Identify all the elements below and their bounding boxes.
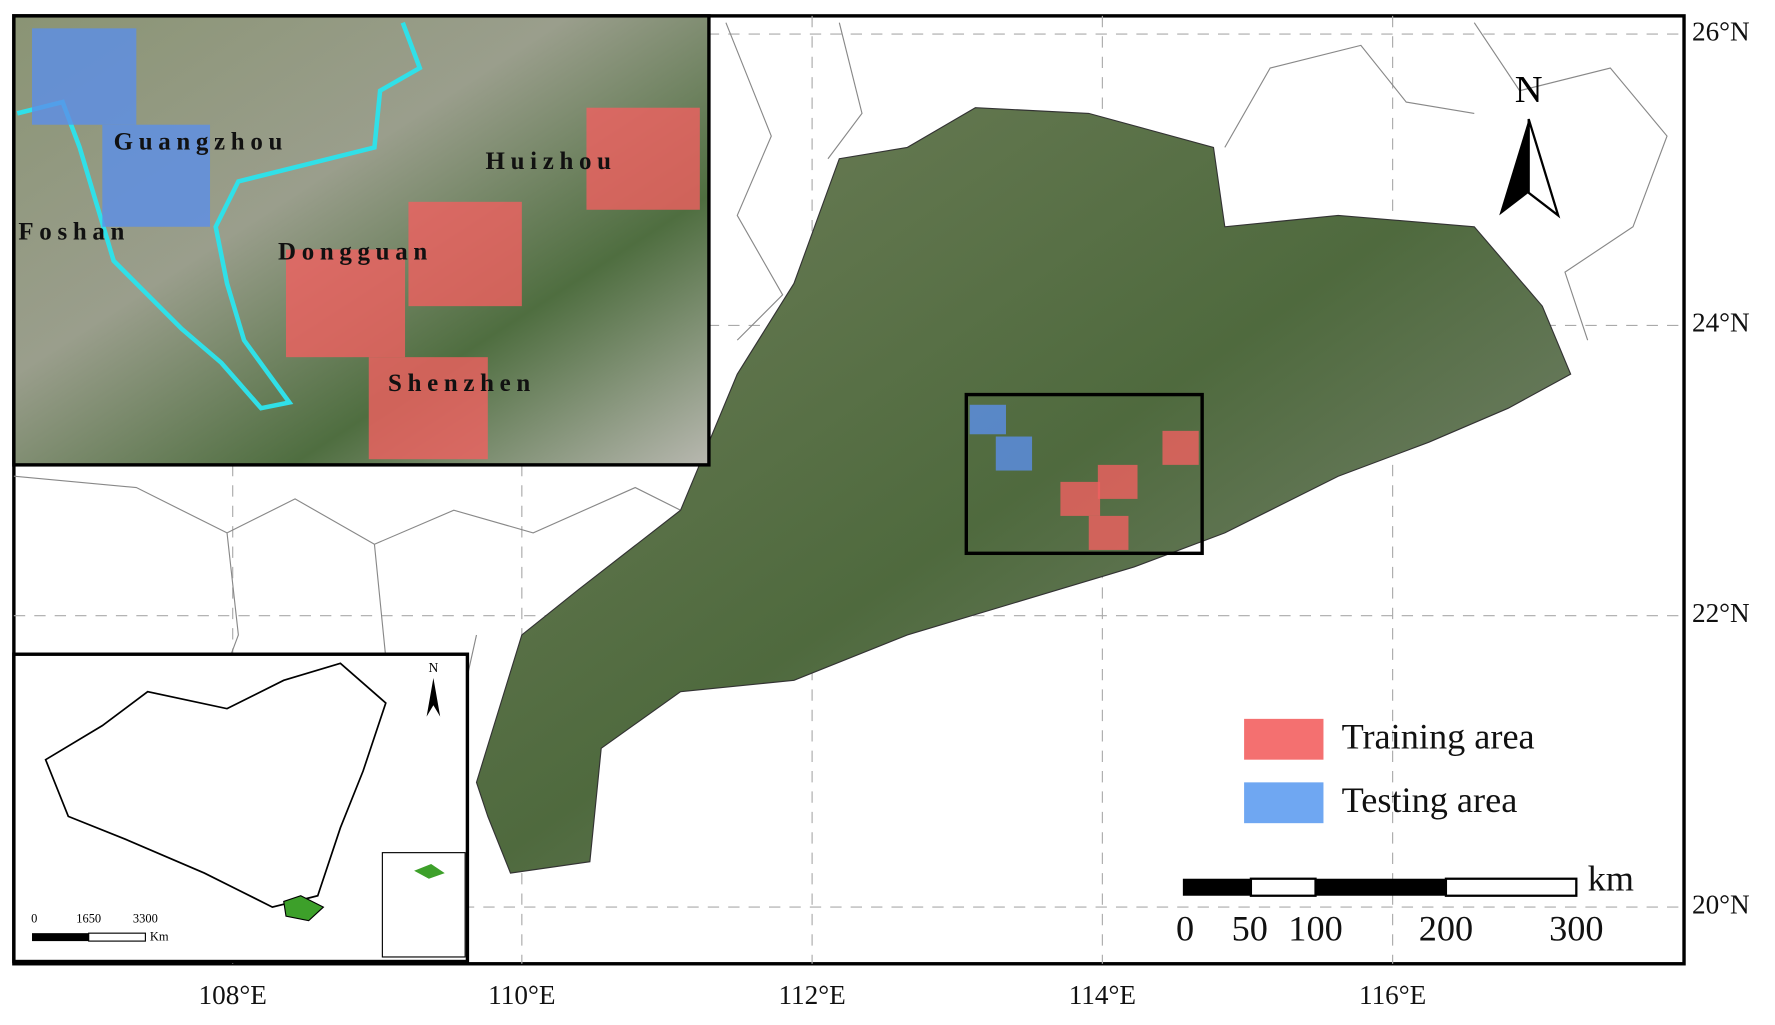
scale-label: 300 <box>1549 908 1603 948</box>
city-label: Huizhou <box>486 148 617 175</box>
lon-label: 108°E <box>199 980 267 1010</box>
china-outline <box>44 662 387 908</box>
testing-area <box>969 404 1006 435</box>
testing-area <box>32 28 137 125</box>
guangdong-highlight <box>283 895 325 922</box>
north-label: N <box>428 660 438 675</box>
scale-label: 3300 <box>133 911 158 925</box>
training-area <box>1060 481 1101 516</box>
scale-unit: km <box>1588 858 1634 898</box>
lon-label: 114°E <box>1069 980 1136 1010</box>
scale-bar <box>1249 877 1317 897</box>
scale-bar <box>1182 878 1251 896</box>
scale-label: 0 <box>31 911 37 925</box>
legend-swatch <box>1244 782 1324 824</box>
scale-label: 1650 <box>76 911 101 925</box>
lon-label: 112°E <box>778 980 845 1010</box>
scale-unit: Km <box>150 930 169 944</box>
scale-bar <box>88 932 146 942</box>
scale-label: 100 <box>1288 908 1342 948</box>
lat-label: 26°N <box>1692 16 1750 46</box>
scale-label: 0 <box>1176 908 1194 948</box>
north-arrow <box>426 678 441 717</box>
scale-bar <box>32 933 89 942</box>
river-boundary <box>16 21 423 411</box>
guangdong-highlight <box>414 863 445 879</box>
north-label: N <box>1515 69 1543 111</box>
lat-label: 24°N <box>1692 308 1750 338</box>
lat-label: 20°N <box>1692 889 1750 919</box>
study-region <box>475 107 1572 874</box>
lat-label: 22°N <box>1692 598 1750 628</box>
training-area <box>368 357 488 460</box>
training-area <box>1088 515 1129 550</box>
training-area <box>1097 464 1138 499</box>
training-area <box>1162 430 1199 465</box>
testing-area <box>102 124 211 227</box>
testing-area <box>995 436 1033 471</box>
training-area <box>285 249 406 358</box>
city-label: Dongguan <box>278 239 433 266</box>
training-area <box>586 107 700 210</box>
north-arrow <box>1527 118 1561 219</box>
lon-label: 110°E <box>488 980 555 1010</box>
city-label: Guangzhou <box>114 129 288 156</box>
city-label: Shenzhen <box>388 370 536 397</box>
scale-label: 200 <box>1419 908 1473 948</box>
city-label: Foshan <box>18 218 130 245</box>
scale-bar <box>1315 878 1446 896</box>
legend-swatch <box>1244 718 1324 760</box>
scale-label: 50 <box>1232 908 1268 948</box>
zoom-box <box>964 392 1204 556</box>
legend-label: Testing area <box>1342 780 1518 820</box>
legend-label: Training area <box>1342 717 1535 757</box>
training-area <box>408 201 522 307</box>
lon-label: 116°E <box>1359 980 1426 1010</box>
scale-bar <box>1444 877 1578 897</box>
